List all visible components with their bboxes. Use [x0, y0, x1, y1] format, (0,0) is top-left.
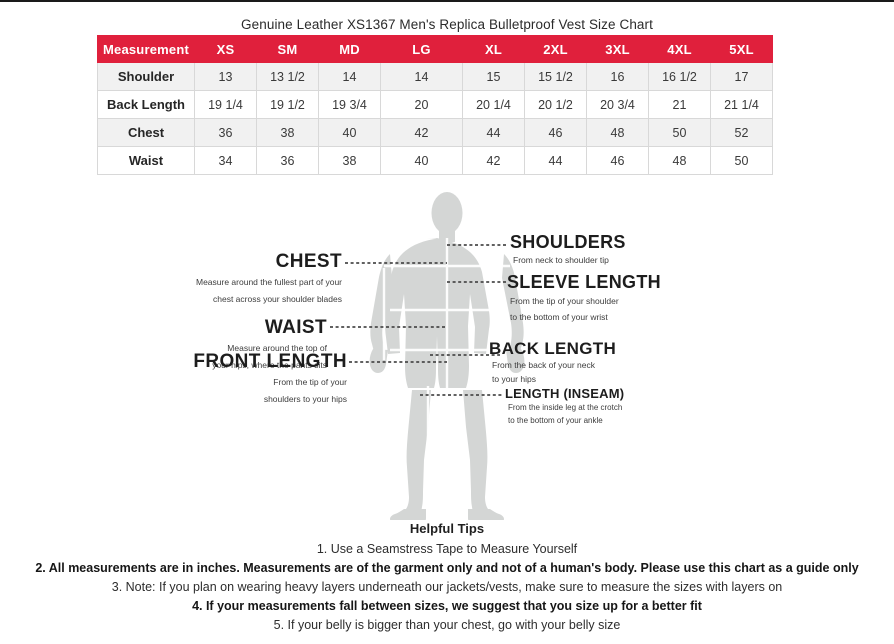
- annotation-front-length: FRONT LENGTH From the tip of your should…: [193, 352, 347, 404]
- cell-back-length-4xl: 21: [648, 90, 711, 119]
- annotation-chest-title: CHEST: [275, 251, 342, 272]
- column-header-4xl: 4XL: [648, 35, 711, 63]
- helpful-tips-heading: Helpful Tips: [409, 521, 485, 536]
- tip-item-1: 1. Use a Seamstress Tape to Measure Your…: [316, 542, 578, 556]
- annotation-shoulders: SHOULDERS From neck to shoulder tip: [510, 233, 626, 266]
- top-border-rule: [0, 0, 894, 2]
- cell-back-length-xl: 20 1/4: [462, 90, 525, 119]
- annotation-shoulders-title: SHOULDERS: [510, 232, 626, 252]
- cell-back-length-lg: 20: [380, 90, 463, 119]
- column-header-5xl: 5XL: [710, 35, 773, 63]
- cell-shoulder-xs: 13: [194, 62, 257, 91]
- annotation-front-length-desc-2: shoulders to your hips: [263, 393, 347, 404]
- tip-item-4: 4. If your measurements fall between siz…: [192, 599, 702, 613]
- annotation-shoulders-desc-1: From neck to shoulder tip: [513, 255, 609, 265]
- column-header-xl: XL: [462, 35, 525, 63]
- cell-chest-2xl: 46: [524, 118, 587, 147]
- annotation-waist: WAIST Measure around the top of your hip…: [212, 318, 327, 370]
- cell-shoulder-sm: 13 1/2: [256, 62, 319, 91]
- cell-back-length-3xl: 20 3/4: [586, 90, 649, 119]
- annotation-front-length-desc-1: From the tip of your: [273, 377, 347, 387]
- column-header-xs: XS: [194, 35, 257, 63]
- body-silhouette-figure: [330, 192, 525, 520]
- annotation-front-length-title: FRONT LENGTH: [193, 351, 347, 372]
- annotation-inseam-desc-1: From the inside leg at the crotch: [508, 403, 623, 412]
- column-header-md: MD: [318, 35, 381, 63]
- annotation-sleeve-length-desc-1: From the tip of your shoulder: [510, 296, 619, 306]
- cell-back-length-5xl: 21 1/4: [710, 90, 773, 119]
- column-header-measurement: Measurement: [97, 35, 195, 63]
- page-title: Genuine Leather XS1367 Men's Replica Bul…: [241, 17, 653, 32]
- cell-waist-md: 38: [318, 146, 381, 175]
- cell-chest-4xl: 50: [648, 118, 711, 147]
- table-row: Shoulder 13 13 1/2 14 14 15 15 1/2 16 16…: [97, 62, 773, 91]
- column-header-sm: SM: [256, 35, 319, 63]
- cell-chest-3xl: 48: [586, 118, 649, 147]
- annotation-inseam-title: LENGTH (INSEAM): [505, 386, 625, 401]
- row-label-shoulder: Shoulder: [97, 62, 195, 91]
- cell-waist-lg: 40: [380, 146, 463, 175]
- tip-item-3: 3. Note: If you plan on wearing heavy la…: [111, 580, 783, 594]
- cell-chest-md: 40: [318, 118, 381, 147]
- measurement-diagram: CHEST Measure around the fullest part of…: [0, 190, 894, 520]
- table-header-row: Measurement XS SM MD LG XL 2XL 3XL 4XL 5…: [97, 35, 773, 63]
- cell-shoulder-lg: 14: [380, 62, 463, 91]
- annotation-back-length-desc-2: to your hips: [492, 373, 536, 384]
- row-label-chest: Chest: [97, 118, 195, 147]
- column-header-lg: LG: [380, 35, 463, 63]
- row-label-waist: Waist: [97, 146, 195, 175]
- annotation-waist-title: WAIST: [264, 317, 327, 338]
- cell-shoulder-xl: 15: [462, 62, 525, 91]
- cell-waist-5xl: 50: [710, 146, 773, 175]
- table-row: Back Length 19 1/4 19 1/2 19 3/4 20 20 1…: [97, 90, 773, 119]
- helpful-tips-section: Helpful Tips 1. Use a Seamstress Tape to…: [0, 521, 894, 635]
- cell-chest-sm: 38: [256, 118, 319, 147]
- cell-waist-xs: 34: [194, 146, 257, 175]
- tip-item-5: 5. If your belly is bigger than your che…: [273, 618, 621, 632]
- cell-chest-xl: 44: [462, 118, 525, 147]
- size-chart-table: Measurement XS SM MD LG XL 2XL 3XL 4XL 5…: [97, 35, 773, 175]
- annotation-sleeve-length: SLEEVE LENGTH From the tip of your shoul…: [507, 273, 661, 322]
- annotation-chest-desc-2: chest across your shoulder blades: [213, 293, 342, 304]
- cell-shoulder-4xl: 16 1/2: [648, 62, 711, 91]
- cell-waist-2xl: 44: [524, 146, 587, 175]
- cell-waist-sm: 36: [256, 146, 319, 175]
- annotation-back-length-title: BACK LENGTH: [489, 339, 617, 358]
- annotation-back-length-desc-1: From the back of your neck: [492, 360, 595, 370]
- row-label-back-length: Back Length: [97, 90, 195, 119]
- annotation-chest-desc-1: Measure around the fullest part of your: [196, 277, 342, 287]
- cell-chest-xs: 36: [194, 118, 257, 147]
- cell-waist-3xl: 46: [586, 146, 649, 175]
- annotation-sleeve-length-title: SLEEVE LENGTH: [507, 272, 661, 292]
- tip-item-2: 2. All measurements are in inches. Measu…: [35, 561, 859, 575]
- annotation-inseam-desc-2: to the bottom of your ankle: [508, 416, 603, 425]
- annotation-inseam: LENGTH (INSEAM) From the inside leg at t…: [505, 387, 624, 426]
- annotation-sleeve-length-desc-2: to the bottom of your wrist: [510, 311, 608, 322]
- column-header-3xl: 3XL: [586, 35, 649, 63]
- cell-waist-xl: 42: [462, 146, 525, 175]
- cell-shoulder-5xl: 17: [710, 62, 773, 91]
- cell-back-length-md: 19 3/4: [318, 90, 381, 119]
- cell-back-length-xs: 19 1/4: [194, 90, 257, 119]
- annotation-waist-desc-2: your hips, where the pants sits: [212, 359, 327, 370]
- annotation-back-length: BACK LENGTH From the back of your neck t…: [489, 340, 616, 384]
- table-row: Waist 34 36 38 40 42 44 46 48 50: [97, 146, 773, 175]
- table-row: Chest 36 38 40 42 44 46 48 50 52: [97, 118, 773, 147]
- cell-waist-4xl: 48: [648, 146, 711, 175]
- cell-back-length-sm: 19 1/2: [256, 90, 319, 119]
- column-header-2xl: 2XL: [524, 35, 587, 63]
- cell-back-length-2xl: 20 1/2: [524, 90, 587, 119]
- cell-chest-lg: 42: [380, 118, 463, 147]
- cell-shoulder-md: 14: [318, 62, 381, 91]
- cell-chest-5xl: 52: [710, 118, 773, 147]
- cell-shoulder-2xl: 15 1/2: [524, 62, 587, 91]
- annotation-chest: CHEST Measure around the fullest part of…: [196, 252, 342, 304]
- cell-shoulder-3xl: 16: [586, 62, 649, 91]
- annotation-waist-desc-1: Measure around the top of: [227, 343, 327, 353]
